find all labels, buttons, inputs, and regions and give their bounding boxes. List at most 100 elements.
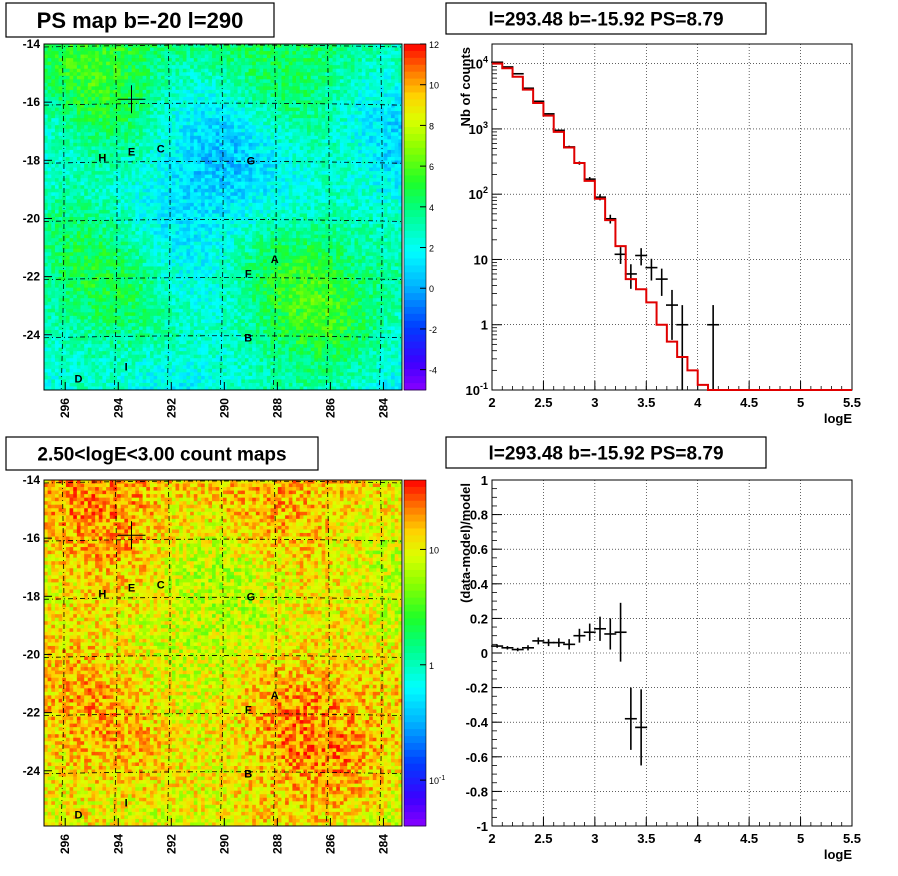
heatmap-cell — [102, 142, 107, 147]
heatmap-cell — [109, 135, 114, 140]
heatmap-cell — [193, 118, 198, 123]
heatmap-cell — [131, 79, 136, 84]
heatmap-cell — [182, 75, 187, 80]
heatmap-cell — [164, 142, 169, 147]
heatmap-cell — [204, 252, 209, 257]
heatmap-cell — [171, 347, 176, 352]
heatmap-cell — [47, 372, 52, 377]
heatmap-cell — [215, 234, 220, 239]
heatmap-cell — [226, 273, 231, 278]
heatmap-cell — [197, 368, 202, 373]
heatmap-cell — [135, 312, 140, 317]
heatmap-cell — [142, 58, 147, 63]
heatmap-cell — [219, 262, 224, 267]
heatmap-cell — [171, 368, 176, 373]
heatmap-cell — [171, 75, 176, 80]
heatmap-cell — [223, 54, 228, 59]
heatmap-cell — [44, 206, 49, 211]
heatmap-cell — [106, 354, 111, 359]
heatmap-cell — [168, 305, 173, 310]
heatmap-cell — [135, 156, 140, 161]
heatmap-cell — [73, 224, 78, 228]
heatmap-cell — [226, 351, 231, 356]
heatmap-cell — [65, 382, 70, 387]
heatmap-cell — [179, 93, 184, 98]
heatmap-cell — [201, 149, 206, 154]
heatmap-cell — [76, 54, 81, 59]
heatmap-cell — [219, 382, 224, 387]
heatmap-cell — [124, 248, 129, 253]
heatmap-cell — [157, 312, 162, 317]
heatmap-cell — [128, 220, 133, 225]
heatmap-cell — [73, 195, 78, 200]
heatmap-cell — [157, 75, 162, 80]
heatmap-cell — [54, 89, 60, 94]
heatmap-cell — [95, 308, 100, 313]
heatmap-cell — [219, 294, 224, 299]
heatmap-cell — [223, 192, 228, 197]
heatmap-cell — [208, 58, 213, 63]
heatmap-cell — [95, 266, 100, 271]
heatmap-cell — [69, 358, 74, 363]
heatmap-cell — [215, 365, 220, 370]
heatmap-cell — [142, 51, 147, 55]
heatmap-cell — [69, 72, 74, 77]
heatmap-cell — [135, 234, 140, 239]
heatmap-cell — [219, 199, 224, 204]
heatmap-cell — [113, 252, 118, 257]
heatmap-cell — [201, 213, 206, 218]
heatmap-cell — [197, 44, 202, 48]
heatmap-cell — [109, 146, 114, 151]
heatmap-cell — [142, 135, 147, 140]
heatmap-cell — [212, 351, 217, 356]
heatmap-cell — [113, 298, 118, 303]
heatmap-cell — [120, 135, 125, 140]
heatmap-cell — [226, 61, 231, 66]
heatmap-cell — [76, 167, 81, 172]
heatmap-cell — [215, 291, 220, 296]
heatmap-cell — [190, 269, 195, 274]
heatmap-cell — [193, 241, 198, 246]
heatmap-cell — [193, 58, 198, 63]
heatmap-cell — [128, 181, 133, 186]
heatmap-cell — [106, 255, 111, 260]
heatmap-cell — [186, 305, 191, 310]
heatmap-cell — [175, 361, 180, 366]
heatmap-cell — [98, 234, 103, 239]
heatmap-cell — [223, 305, 228, 310]
heatmap-cell — [51, 156, 56, 161]
heatmap-cell — [190, 375, 195, 380]
heatmap-cell — [87, 185, 92, 190]
heatmap-cell — [179, 181, 184, 186]
heatmap-cell — [190, 315, 195, 320]
heatmap-cell — [168, 262, 173, 267]
heatmap-cell — [146, 54, 151, 59]
heatmap-cell — [149, 344, 154, 349]
heatmap-cell — [47, 280, 52, 285]
heatmap-cell — [95, 178, 100, 183]
heatmap-cell — [44, 153, 49, 158]
heatmap-cell — [109, 354, 114, 359]
heatmap-cell — [153, 125, 158, 130]
heatmap-cell — [182, 365, 187, 370]
heatmap-cell — [80, 118, 85, 123]
heatmap-cell — [175, 199, 180, 204]
heatmap-cell — [160, 361, 165, 366]
heatmap-cell — [223, 298, 228, 303]
heatmap-cell — [44, 382, 49, 387]
heatmap-cell — [124, 224, 129, 228]
heatmap-cell — [51, 333, 56, 338]
heatmap-cell — [190, 171, 195, 176]
heatmap-cell — [146, 93, 151, 98]
heatmap-cell — [153, 248, 158, 253]
heatmap-cell — [157, 111, 162, 116]
heatmap-cell — [124, 340, 129, 345]
heatmap-cell — [160, 280, 165, 285]
heatmap-cell — [138, 160, 144, 165]
heatmap-cell — [135, 139, 140, 144]
heatmap-cell — [65, 206, 70, 211]
heatmap-cell — [102, 238, 107, 243]
heatmap-cell — [98, 217, 103, 221]
heatmap-cell — [62, 100, 67, 105]
heatmap-cell — [91, 294, 96, 299]
